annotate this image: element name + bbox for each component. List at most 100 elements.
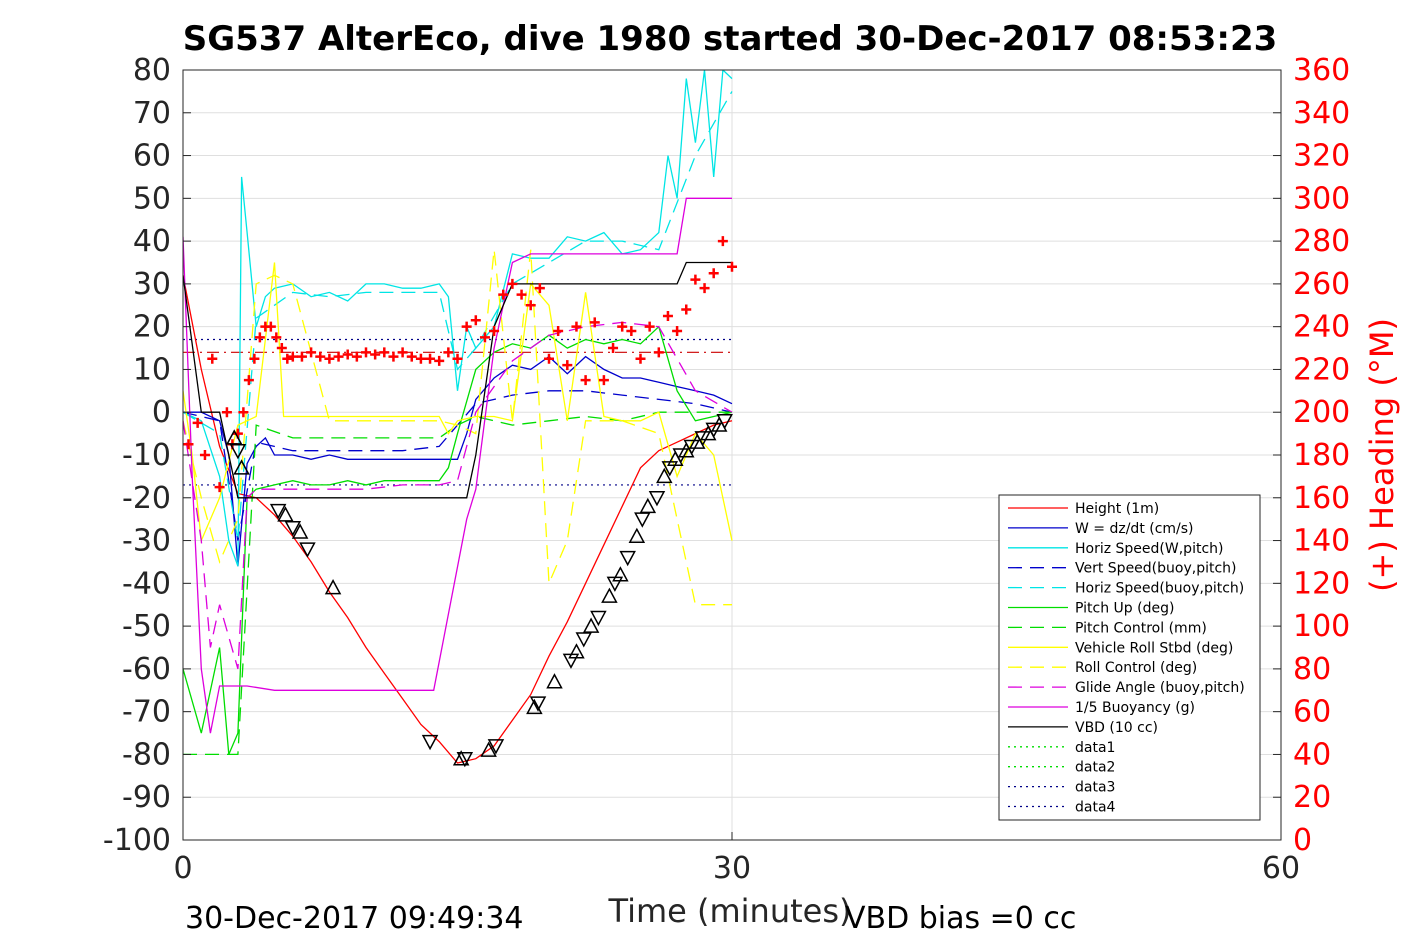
legend-label: Vehicle Roll Stbd (deg): [1075, 640, 1233, 656]
right-tick-label: 240: [1293, 310, 1350, 345]
series-line-10: [183, 197, 732, 734]
right-tick-label: 220: [1293, 352, 1350, 387]
footer-vbd-bias: VBD bias =0 cc: [845, 901, 1076, 936]
heading-point: [635, 353, 646, 364]
y-tick-label: -80: [122, 737, 171, 772]
heading-point: [571, 321, 582, 332]
y-tick-label: -30: [122, 524, 171, 559]
heading-point: [287, 351, 298, 362]
depth-marker: [628, 527, 646, 544]
depth-marker: [229, 443, 247, 460]
heading-point: [415, 353, 426, 364]
right-tick-label: 80: [1293, 652, 1331, 687]
heading-point: [370, 349, 381, 360]
heading-point: [183, 439, 194, 450]
y-tick-label: 20: [133, 310, 171, 345]
legend-label: Pitch Up (deg): [1075, 601, 1174, 617]
y-tick-label: 40: [133, 224, 171, 259]
heading-point: [653, 347, 664, 358]
axis-ticks: 80706050403020100-10-20-30-40-50-60-70-8…: [103, 53, 1350, 886]
heading-point: [562, 360, 573, 371]
series-line-6: [183, 411, 732, 756]
heading-point: [626, 325, 637, 336]
y-tick-label: -40: [122, 566, 171, 601]
depth-marker: [277, 506, 294, 522]
heading-point: [727, 261, 737, 272]
depth-marker: [590, 610, 607, 627]
depth-marker: [694, 431, 711, 447]
series-line-11: [183, 261, 732, 499]
heading-point: [608, 343, 619, 354]
footer-timestamp: 30-Dec-2017 09:49:34: [185, 901, 524, 936]
heading-point: [717, 236, 728, 247]
right-tick-label: 260: [1293, 267, 1350, 302]
heading-point: [296, 351, 307, 362]
depth-marker: [529, 696, 547, 712]
right-tick-label: 40: [1293, 737, 1331, 772]
legend-label: 1/5 Buoyancy (g): [1075, 700, 1195, 716]
series-line-0: [183, 275, 733, 764]
heading-point: [699, 283, 710, 294]
depth-marker: [452, 750, 470, 766]
heading-point: [333, 351, 344, 362]
depth-marker: [324, 579, 342, 595]
legend-label: Pitch Control (mm): [1075, 620, 1207, 636]
right-tick-label: 140: [1293, 524, 1350, 559]
y-tick-label: -100: [103, 823, 171, 858]
heading-point: [324, 353, 335, 364]
depth-marker: [225, 429, 243, 445]
heading-point: [516, 289, 527, 300]
legend: Height (1m) W = dz/dt (cm/s) Horiz Speed(W…: [998, 494, 1261, 821]
heading-point: [443, 347, 454, 358]
x-axis-label: Time (minutes): [608, 892, 852, 930]
y-tick-label: 50: [133, 181, 171, 216]
y-tick-label: -70: [122, 695, 171, 730]
heading-point: [342, 349, 353, 360]
heading-point: [498, 289, 509, 300]
x-tick-label: 60: [1262, 851, 1300, 886]
series-line-1: [183, 355, 733, 567]
x-tick-label: 0: [173, 851, 192, 886]
legend-box: [998, 494, 1261, 821]
heading-point: [507, 278, 518, 289]
heading-point: [617, 321, 628, 332]
depth-marker: [480, 741, 497, 757]
heading-point: [243, 375, 254, 386]
heading-point: [544, 353, 554, 364]
right-tick-label: 120: [1293, 566, 1350, 601]
depth-marker: [546, 673, 563, 689]
heading-point: [249, 353, 260, 364]
depth-marker: [487, 739, 505, 755]
heading-point: [525, 300, 536, 311]
depth-marker: [456, 751, 474, 768]
y-tick-label: 70: [133, 96, 171, 131]
right-tick-label: 0: [1293, 823, 1312, 858]
heading-point: [397, 347, 408, 358]
heading-point: [662, 310, 673, 321]
series-line-9: [183, 321, 733, 670]
depth-marker: [612, 566, 629, 582]
y-tick-label: -60: [122, 652, 171, 687]
heading-point: [271, 332, 282, 343]
depth-marker: [526, 698, 543, 715]
depth-marker: [601, 587, 618, 603]
depth-marker: [233, 459, 250, 475]
series-line-3: [183, 390, 733, 541]
y-tick-label: 10: [133, 352, 171, 387]
heading-point: [425, 353, 436, 364]
right-tick-label: 280: [1293, 224, 1350, 259]
right-tick-label: 320: [1293, 139, 1350, 174]
heading-point: [470, 315, 481, 326]
heading-point: [361, 347, 371, 358]
legend-label: data4: [1075, 800, 1116, 816]
heading-point: [681, 304, 692, 315]
y-tick-label: -10: [122, 438, 171, 473]
heading-point: [580, 375, 591, 386]
heading-point: [221, 407, 232, 418]
y-tick-label: 30: [133, 267, 171, 302]
legend-label: Horiz Speed(W,pitch): [1075, 541, 1223, 557]
heading-point: [452, 353, 463, 364]
heading-point: [306, 347, 317, 358]
series-line-7: [183, 262, 733, 544]
heading-point: [690, 274, 701, 285]
